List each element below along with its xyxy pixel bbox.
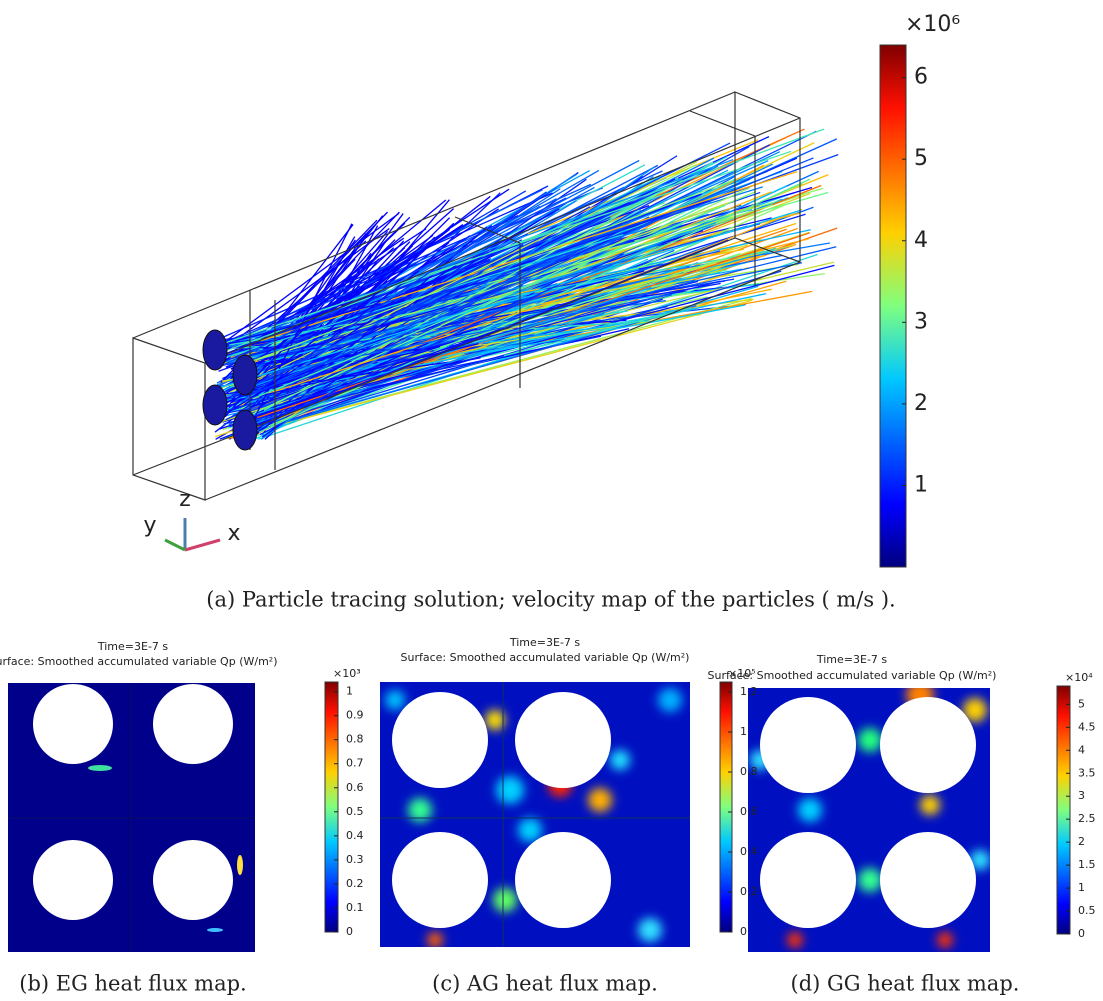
tick-label: 1 <box>346 685 353 698</box>
colorbar <box>880 45 906 567</box>
tick-label: 0.8 <box>740 765 758 778</box>
tick-label: 0.5 <box>1078 904 1096 917</box>
tick-label: 1.5 <box>1078 858 1096 871</box>
tick-label: 0.3 <box>346 853 364 866</box>
caption: (c) AG heat flux map. <box>432 972 658 996</box>
colorbar-multiplier: ×10⁵ <box>728 667 756 680</box>
tick-label: 5 <box>914 146 928 171</box>
plot-subtitle: Surface: Smoothed accumulated variable Q… <box>401 651 690 664</box>
tick-label: 3 <box>1078 789 1085 802</box>
tick-label: 1 <box>1078 881 1085 894</box>
heat-map <box>380 682 690 948</box>
tick-label: 0.8 <box>346 733 364 746</box>
tick-label: 1 <box>740 725 747 738</box>
tick-label: 0.2 <box>346 877 364 890</box>
tick-label: 6 <box>914 65 928 90</box>
caption: (a) Particle tracing solution; velocity … <box>206 588 895 612</box>
tick-label: 4.5 <box>1078 720 1096 733</box>
axis-label: z <box>179 487 191 512</box>
caption: (b) EG heat flux map. <box>19 972 246 996</box>
tick-label: 1 <box>914 472 928 497</box>
tick-label: 0.9 <box>346 709 364 722</box>
colorbar <box>720 682 732 932</box>
tick-label: 4 <box>914 228 928 253</box>
tick-label: 2 <box>914 391 928 416</box>
axis-label: x <box>227 521 240 546</box>
colorbar <box>325 682 338 932</box>
tick-label: 0.2 <box>740 885 758 898</box>
tick-label: 3.5 <box>1078 766 1096 779</box>
colorbar-multiplier: ×10⁶ <box>905 12 960 37</box>
tick-label: 0 <box>346 925 353 938</box>
tick-label: 0.4 <box>740 845 758 858</box>
colorbar-multiplier: ×10³ <box>333 667 361 680</box>
heat-map <box>8 683 255 952</box>
tick-label: 2 <box>1078 835 1085 848</box>
plot-title: Time=3E-7 s <box>816 653 888 666</box>
tick-label: 0.6 <box>346 781 364 794</box>
tick-label: 0.5 <box>346 805 364 818</box>
tick-label: 5 <box>1078 697 1085 710</box>
heat-map <box>748 681 990 952</box>
tick-label: 0.1 <box>346 901 364 914</box>
tick-label: 0 <box>1078 927 1085 940</box>
tick-label: 1.2 <box>740 685 758 698</box>
tick-label: 0.7 <box>346 757 364 770</box>
plot-subtitle: Surface: Smoothed accumulated variable Q… <box>0 655 277 668</box>
colorbar-multiplier: ×10⁴ <box>1065 671 1093 684</box>
tick-label: 3 <box>914 309 928 334</box>
tick-label: 0.4 <box>346 829 364 842</box>
axis-label: y <box>143 513 156 538</box>
tick-label: 4 <box>1078 743 1085 756</box>
plot-title: Time=3E-7 s <box>509 636 581 649</box>
plot-title: Time=3E-7 s <box>97 640 169 653</box>
caption: (d) GG heat flux map. <box>791 972 1020 996</box>
tick-label: 0.6 <box>740 805 758 818</box>
tick-label: 2.5 <box>1078 812 1096 825</box>
tick-label: 0 <box>740 925 747 938</box>
figure: z x y (a) Particle tracing solution; vel… <box>0 0 1103 1001</box>
axis-triad: z x y <box>143 487 240 550</box>
colorbar <box>1057 686 1070 934</box>
